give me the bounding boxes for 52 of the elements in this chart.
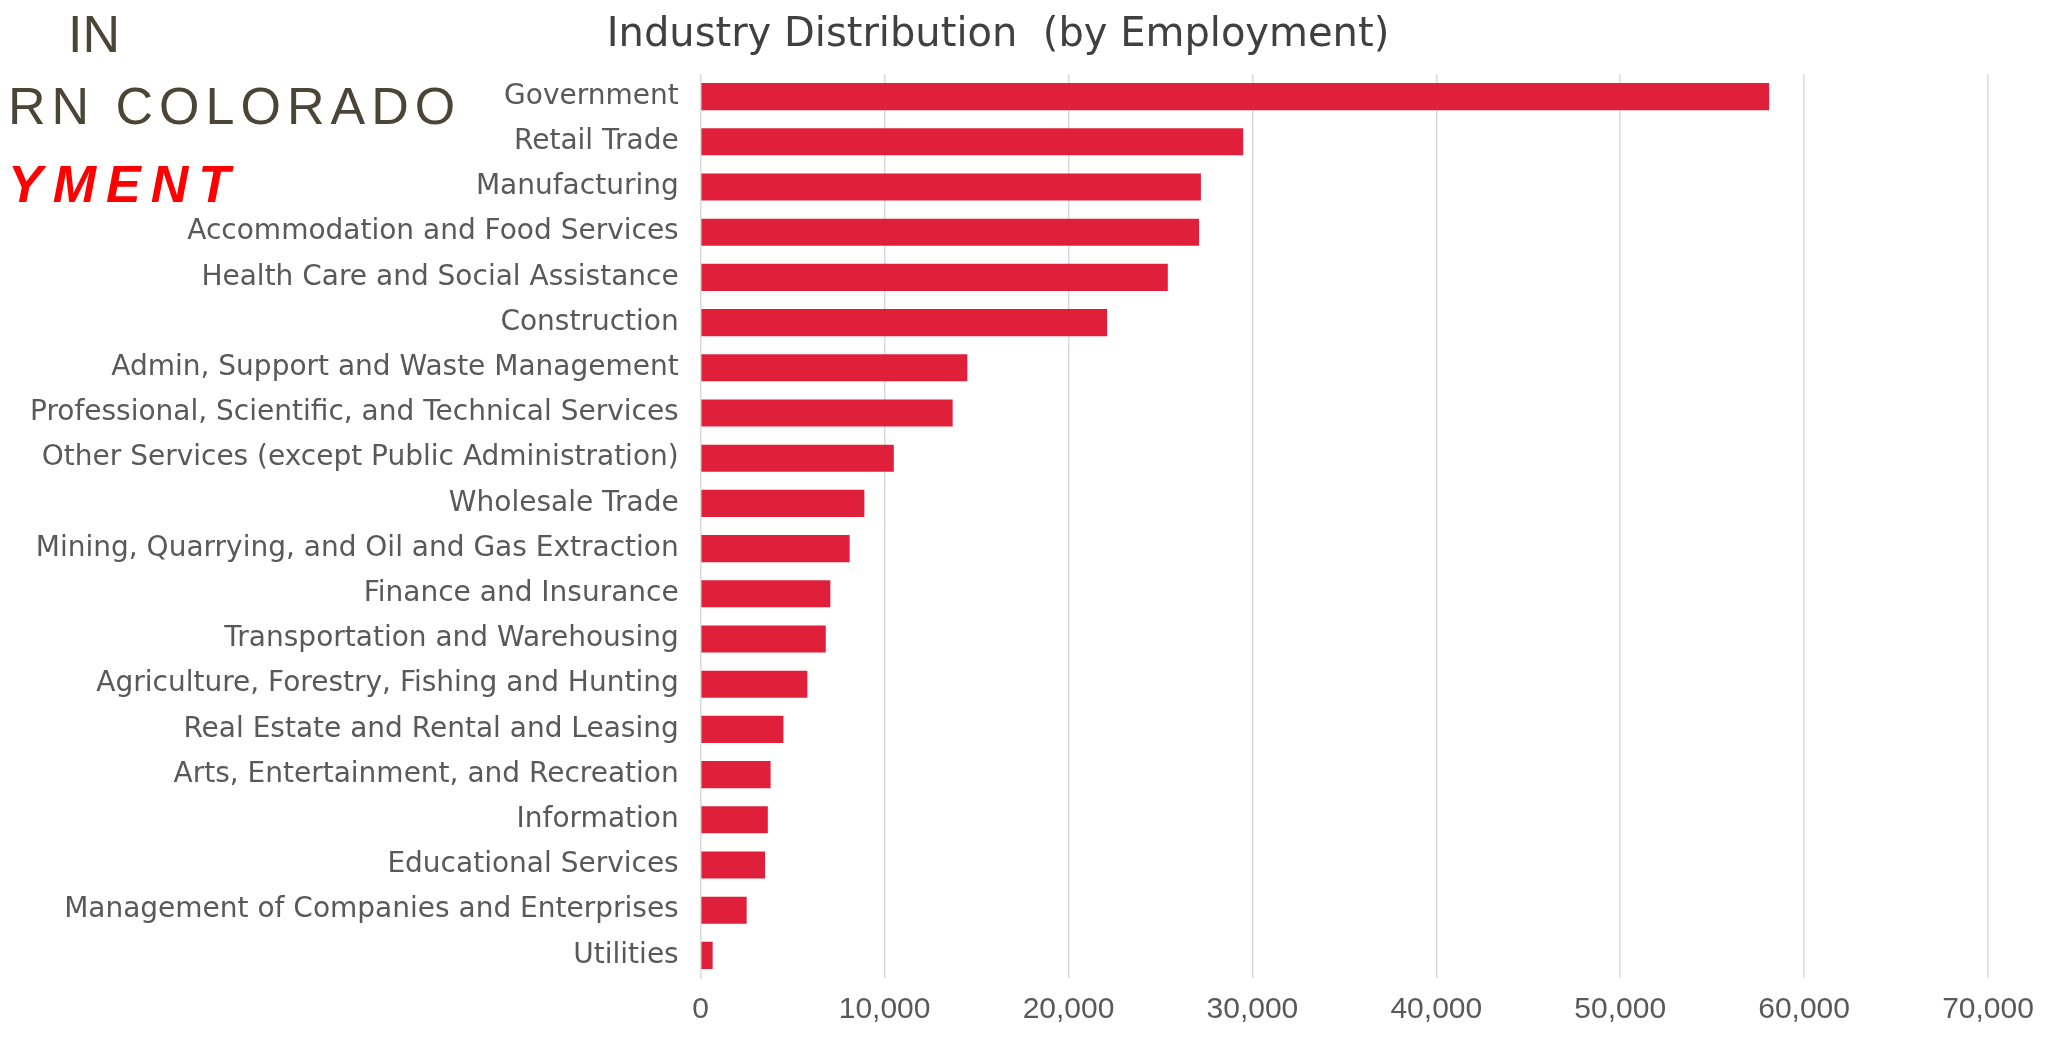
y-tick-label: Other Services (except Public Administration) — [41, 439, 679, 473]
y-tick-label: Construction — [500, 303, 679, 337]
x-tick-label: 40,000 — [1390, 991, 1483, 1025]
bar — [701, 761, 771, 789]
y-tick-label: Management of Companies and Enterprises — [64, 891, 679, 925]
bar — [701, 941, 713, 969]
y-tick-label: Health Care and Social Assistance — [201, 258, 679, 292]
bar — [701, 444, 894, 472]
bar — [701, 670, 808, 698]
chart-title: Industry Distribution (by Employment) — [606, 9, 1390, 56]
x-tick-label: 70,000 — [1942, 991, 2034, 1025]
x-tick-label: 50,000 — [1574, 991, 1667, 1025]
y-tick-label: Mining, Quarrying, and Oil and Gas Extraction — [35, 529, 679, 563]
bar — [701, 806, 768, 834]
y-tick-label: Educational Services — [387, 846, 679, 880]
y-tick-label: Utilities — [573, 936, 679, 970]
y-tick-label: Information — [516, 801, 679, 835]
bar — [701, 715, 784, 743]
x-tick-label: 10,000 — [838, 991, 931, 1025]
text: YMENT — [8, 155, 240, 213]
bar — [701, 263, 1168, 291]
text: IN — [68, 5, 120, 63]
x-tick-label: 30,000 — [1206, 991, 1299, 1025]
y-tick-label: Accommodation and Food Services — [187, 213, 679, 247]
x-tick-label: 0 — [692, 991, 710, 1025]
bar — [701, 399, 953, 427]
x-tick-label: 20,000 — [1022, 991, 1115, 1025]
bar — [701, 83, 1770, 111]
y-tick-label: Agriculture, Forestry, Fishing and Hunting — [96, 665, 679, 699]
y-tick-label: Manufacturing — [475, 168, 679, 202]
x-tick-label: 60,000 — [1758, 991, 1850, 1025]
bar — [701, 309, 1108, 337]
y-tick-label: Finance and Insurance — [363, 575, 679, 609]
bar — [701, 173, 1201, 201]
y-tick-label: Arts, Entertainment, and Recreation — [173, 755, 679, 789]
bar — [701, 580, 831, 608]
y-tick-label: Government — [504, 77, 679, 111]
y-tick-label: Real Estate and Rental and Leasing — [183, 710, 679, 744]
y-tick-label: Wholesale Trade — [448, 484, 679, 518]
bar — [701, 535, 850, 563]
bar — [701, 218, 1200, 246]
y-tick-label: Admin, Support and Waste Management — [111, 349, 679, 383]
y-tick-label: Transportation and Warehousing — [223, 620, 679, 654]
y-tick-label: Professional, Scientific, and Technical Services — [30, 394, 679, 428]
text: RN COLORADO — [8, 77, 462, 135]
bar — [701, 128, 1244, 156]
bar — [701, 625, 826, 653]
bar — [701, 851, 766, 879]
bar — [701, 489, 865, 517]
bar — [701, 354, 968, 382]
y-tick-label: Retail Trade — [514, 123, 679, 157]
bar — [701, 896, 747, 924]
